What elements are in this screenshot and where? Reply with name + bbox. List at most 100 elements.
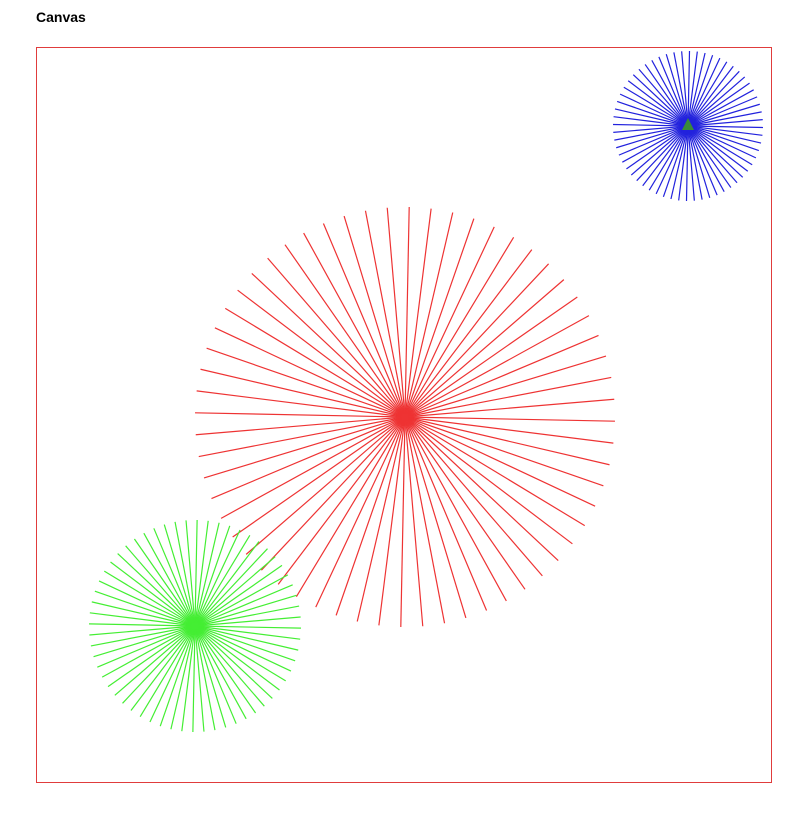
red-starburst-ray — [404, 416, 543, 577]
red-starburst-ray — [198, 416, 406, 458]
green-starburst-ray — [194, 556, 276, 627]
blue-starburst-ray — [687, 54, 714, 127]
blue-starburst-ray — [687, 119, 763, 127]
blue-starburst-ray — [626, 125, 689, 170]
green-starburst-ray — [194, 584, 293, 627]
blue-starburst-ray — [644, 64, 689, 127]
green-starburst-ray — [194, 625, 205, 732]
blue-starburst-ray — [687, 89, 754, 127]
green-starburst-ray — [174, 521, 196, 627]
red-starburst-ray — [404, 208, 432, 418]
red-starburst-ray — [220, 416, 406, 519]
blue-starburst-ray — [687, 125, 718, 196]
blue-starburst-ray — [687, 125, 753, 166]
red-starburst-ray — [404, 212, 454, 418]
blue-starburst-ray — [687, 70, 740, 127]
green-starburst-ray — [194, 520, 209, 627]
blue-starburst-ray — [687, 125, 762, 144]
blue-starburst-ray — [665, 54, 689, 127]
blue-starburst-ray — [648, 125, 689, 191]
blue-starburst-ray — [681, 51, 689, 127]
red-starburst-ray — [404, 334, 599, 418]
red-starburst-ray — [404, 263, 550, 418]
red-starburst-ray — [404, 207, 410, 418]
red-starburst-ray — [251, 272, 406, 418]
green-starburst-ray — [194, 605, 300, 627]
blue-starburst-ray — [687, 125, 763, 136]
blue-starburst-ray — [687, 125, 749, 172]
red-starburst-ray — [267, 257, 406, 418]
red-starburst-ray — [404, 416, 586, 527]
drawing-canvas[interactable] — [36, 47, 772, 783]
blue-starburst-ray — [687, 57, 721, 127]
blue-starburst-ray — [687, 103, 760, 127]
blue-starburst-ray — [687, 125, 744, 178]
triangle-marker[interactable] — [682, 118, 694, 130]
red-starburst-ray — [277, 416, 406, 585]
blue-starburst-ray — [630, 125, 689, 176]
blue-starburst-ray — [687, 125, 732, 188]
red-starburst-ray — [378, 416, 406, 626]
green-starburst-ray — [194, 625, 273, 699]
blue-starburst-ray — [632, 74, 689, 127]
green-starburst-ray — [194, 564, 283, 627]
red-starburst-ray — [404, 416, 446, 624]
blue-starburst-ray — [627, 80, 689, 127]
blue-starburst-ray — [636, 125, 689, 182]
red-starburst-ray — [303, 232, 406, 418]
green-starburst-ray — [194, 625, 257, 714]
blue-starburst-ray — [614, 125, 689, 141]
green-starburst-ray — [103, 570, 196, 627]
green-starburst-ray — [117, 553, 196, 627]
red-starburst-ray — [196, 390, 406, 418]
canvas-surface[interactable] — [37, 48, 773, 784]
red-starburst-ray — [404, 218, 475, 418]
blue-starburst-ray — [687, 52, 706, 127]
red-starburst-ray — [404, 416, 424, 627]
blue-starburst-ray — [687, 50, 691, 127]
red-starburst-ray — [206, 347, 406, 418]
red-starburst-ray — [404, 416, 559, 562]
blue-starburst-ray — [687, 65, 734, 127]
blue-starburst-ray — [613, 125, 689, 133]
red-starburst-ray — [386, 207, 406, 418]
red-starburst-ray — [335, 416, 406, 616]
green-starburst-ray — [194, 625, 237, 724]
red-starburst-ray — [404, 416, 614, 444]
red-starburst-ray — [232, 416, 406, 538]
blue-starburst-ray — [678, 125, 689, 201]
green-starburst-ray — [153, 528, 196, 627]
green-starburst-ray — [101, 625, 196, 678]
red-starburst-ray — [200, 368, 406, 418]
red-starburst-ray — [364, 210, 406, 418]
blue-starburst-ray — [673, 52, 689, 127]
red-starburst-ray — [237, 289, 406, 418]
green-starburst-ray — [194, 520, 198, 627]
red-starburst-ray — [284, 244, 406, 418]
blue-starburst-ray — [612, 123, 689, 127]
blue-starburst-ray — [655, 125, 689, 195]
red-starburst-ray — [404, 236, 515, 418]
blue-starburst-ray — [687, 125, 757, 159]
green-starburst-ray — [130, 625, 196, 711]
green-starburst-ray — [192, 625, 196, 732]
green-starburst-ray — [90, 625, 196, 647]
blue-starburst-ray — [658, 56, 689, 127]
red-starburst-ray — [400, 416, 406, 627]
blue-starburst-ray — [687, 111, 762, 127]
blue-starburst-ray — [616, 125, 689, 149]
blue-starburst-ray — [687, 125, 703, 200]
green-starburst-ray — [93, 625, 196, 658]
green-starburst-ray — [125, 545, 196, 627]
green-starburst-ray — [163, 524, 196, 627]
green-starburst-ray — [185, 520, 196, 627]
red-starburst-ray — [404, 416, 604, 487]
blue-starburst-ray — [651, 60, 689, 127]
red-starburst-ray — [404, 398, 615, 418]
red-starburst-ray — [404, 416, 615, 422]
green-starburst-ray — [194, 522, 220, 627]
red-starburst-ray — [404, 296, 578, 418]
green-starburst-ray — [149, 625, 196, 723]
red-starburst-ray — [404, 416, 610, 466]
green-starburst-ray — [139, 625, 196, 718]
